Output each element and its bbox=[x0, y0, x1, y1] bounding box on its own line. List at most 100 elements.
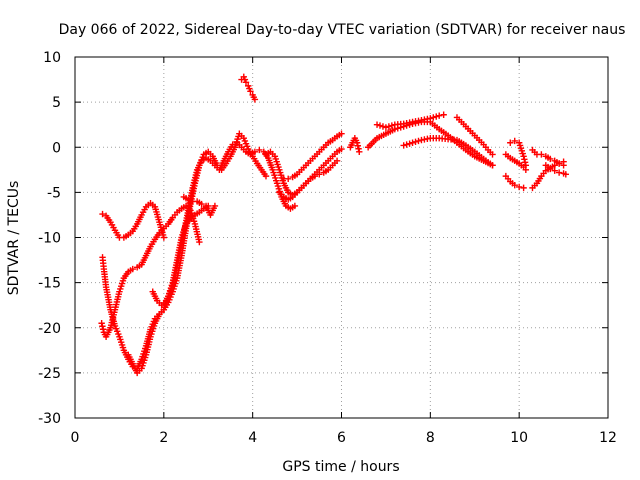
data-point bbox=[522, 166, 530, 174]
series-arc1 bbox=[99, 200, 168, 241]
y-tick-label: -25 bbox=[38, 366, 61, 382]
data-point bbox=[355, 145, 362, 152]
data-point bbox=[427, 115, 434, 122]
data-point bbox=[353, 139, 361, 146]
series-arc6 bbox=[180, 193, 205, 208]
y-tick-label: -20 bbox=[38, 321, 61, 337]
y-tick-label: -30 bbox=[38, 411, 61, 427]
data-point bbox=[403, 141, 410, 148]
data-point bbox=[511, 137, 518, 145]
data-point bbox=[551, 167, 558, 174]
data-point bbox=[562, 171, 570, 178]
data-point bbox=[511, 181, 518, 189]
data-point bbox=[185, 196, 192, 203]
data-point bbox=[489, 151, 496, 158]
data-point bbox=[356, 148, 363, 155]
data-point bbox=[247, 88, 254, 95]
data-point bbox=[376, 122, 384, 129]
data-point bbox=[551, 162, 558, 169]
data-point bbox=[547, 155, 554, 163]
data-point bbox=[538, 151, 545, 158]
data-point bbox=[521, 156, 528, 163]
data-point bbox=[385, 123, 393, 130]
data-point bbox=[515, 183, 523, 191]
data-point bbox=[262, 172, 270, 180]
data-point bbox=[433, 113, 440, 120]
data-point bbox=[521, 159, 529, 166]
data-point bbox=[489, 162, 496, 169]
data-point bbox=[412, 138, 419, 146]
data-point bbox=[354, 142, 361, 149]
grid bbox=[75, 57, 608, 418]
data-point bbox=[409, 139, 416, 146]
data-point bbox=[160, 234, 168, 241]
data-point bbox=[338, 130, 345, 137]
y-axis-label: SDTVAR / TECUs bbox=[6, 181, 22, 296]
data-point bbox=[520, 184, 527, 192]
data-point bbox=[388, 122, 396, 129]
axis-ticks: 0 2 4 6 8 10 12 -30 -25 -20 -15 -10 -5 0 5 10 bbox=[38, 50, 617, 446]
series-arc2 bbox=[99, 148, 221, 372]
x-tick-label: 6 bbox=[337, 430, 346, 446]
series-arc20 bbox=[502, 172, 527, 192]
series-arc9 bbox=[238, 73, 259, 103]
data-point bbox=[99, 323, 106, 330]
series-arc23 bbox=[542, 162, 570, 178]
data-point bbox=[129, 265, 136, 273]
data-point bbox=[382, 124, 390, 131]
y-tick-label: -15 bbox=[38, 276, 61, 292]
series-arc3 bbox=[98, 202, 203, 340]
data-point bbox=[291, 202, 299, 210]
data-point bbox=[555, 169, 563, 176]
data-point bbox=[373, 121, 381, 128]
data-point bbox=[99, 326, 107, 333]
data-point bbox=[338, 145, 345, 153]
data-point bbox=[242, 79, 250, 86]
data-point bbox=[507, 139, 514, 146]
x-tick-label: 8 bbox=[426, 430, 435, 446]
y-tick-label: 10 bbox=[43, 50, 61, 66]
data-point bbox=[406, 140, 413, 147]
data-point bbox=[436, 112, 443, 119]
series-arc16 bbox=[400, 135, 496, 169]
data-series bbox=[98, 73, 570, 377]
series-arc11 bbox=[280, 130, 345, 183]
x-tick-label: 12 bbox=[599, 430, 617, 446]
series-arc17 bbox=[453, 114, 496, 158]
data-point bbox=[440, 111, 447, 118]
series-arc15 bbox=[373, 111, 447, 131]
data-point bbox=[196, 238, 203, 246]
data-point bbox=[198, 200, 205, 208]
data-point bbox=[251, 96, 259, 103]
data-point bbox=[430, 114, 437, 121]
x-tick-label: 10 bbox=[510, 430, 528, 446]
data-point bbox=[285, 175, 292, 183]
x-tick-label: 2 bbox=[159, 430, 168, 446]
chart-title: Day 066 of 2022, Sidereal Day-to-day VTE… bbox=[59, 22, 626, 38]
data-point bbox=[256, 146, 263, 154]
series-arc19 bbox=[502, 151, 530, 174]
data-point bbox=[520, 153, 527, 160]
data-point bbox=[547, 165, 554, 173]
x-tick-label: 0 bbox=[71, 430, 80, 446]
y-tick-label: -10 bbox=[38, 231, 61, 247]
data-point bbox=[311, 172, 319, 180]
data-point bbox=[333, 157, 341, 164]
data-point bbox=[400, 142, 407, 149]
data-point bbox=[98, 320, 105, 327]
series-arc7 bbox=[202, 202, 219, 219]
series-arc22 bbox=[529, 158, 567, 192]
x-tick-label: 4 bbox=[248, 430, 257, 446]
data-point bbox=[99, 210, 106, 218]
data-point bbox=[555, 160, 563, 167]
series-arc13 bbox=[347, 135, 363, 155]
data-point bbox=[316, 171, 323, 178]
y-tick-label: -5 bbox=[47, 185, 61, 201]
y-tick-label: 5 bbox=[52, 95, 61, 111]
y-tick-label: 0 bbox=[52, 140, 61, 156]
data-point bbox=[211, 202, 219, 210]
series-arc12 bbox=[276, 157, 341, 203]
series-arc18 bbox=[507, 137, 530, 169]
data-point bbox=[379, 123, 387, 130]
